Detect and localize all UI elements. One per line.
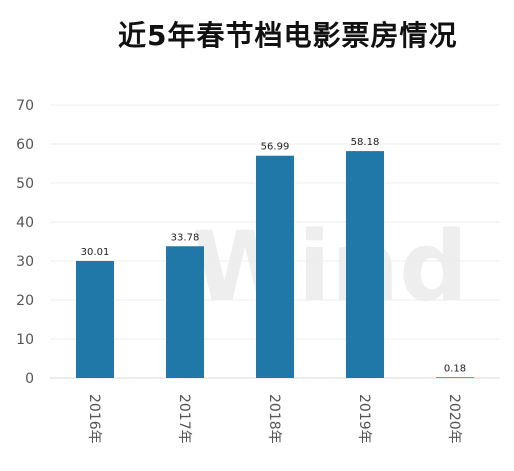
y-axis: 0 10 20 30 40 50 60 70 [16,98,34,387]
x-tick-label: 2019年 [356,394,372,444]
data-labels: 30.01 33.78 56.99 58.18 0.18 [81,137,466,374]
x-axis: 2016年 2017年 2018年 2019年 2020年 [86,394,462,444]
bar [166,246,204,378]
data-label: 30.01 [81,247,110,258]
bars [76,151,474,378]
bar [256,155,294,378]
x-tick-label: 2020年 [446,394,462,444]
x-tick-label: 2018年 [266,394,282,444]
x-tick-label: 2017年 [176,394,192,444]
chart-title: 近5年春节档电影票房情况 [118,19,458,52]
y-tick-label: 40 [16,215,34,231]
data-label: 0.18 [444,363,466,374]
y-tick-label: 60 [16,137,34,153]
data-label: 58.18 [351,137,380,148]
bar [436,377,474,378]
watermark: Wind [192,211,468,323]
data-label: 33.78 [171,232,200,243]
x-tick-label: 2016年 [86,394,102,444]
y-tick-label: 0 [25,371,34,387]
bar [76,260,114,378]
y-tick-label: 50 [16,176,34,192]
y-tick-label: 10 [16,332,34,348]
data-label: 56.99 [261,142,290,153]
y-tick-label: 30 [16,254,34,270]
bar [346,151,384,378]
y-tick-label: 70 [16,98,34,114]
y-tick-label: 20 [16,293,34,309]
